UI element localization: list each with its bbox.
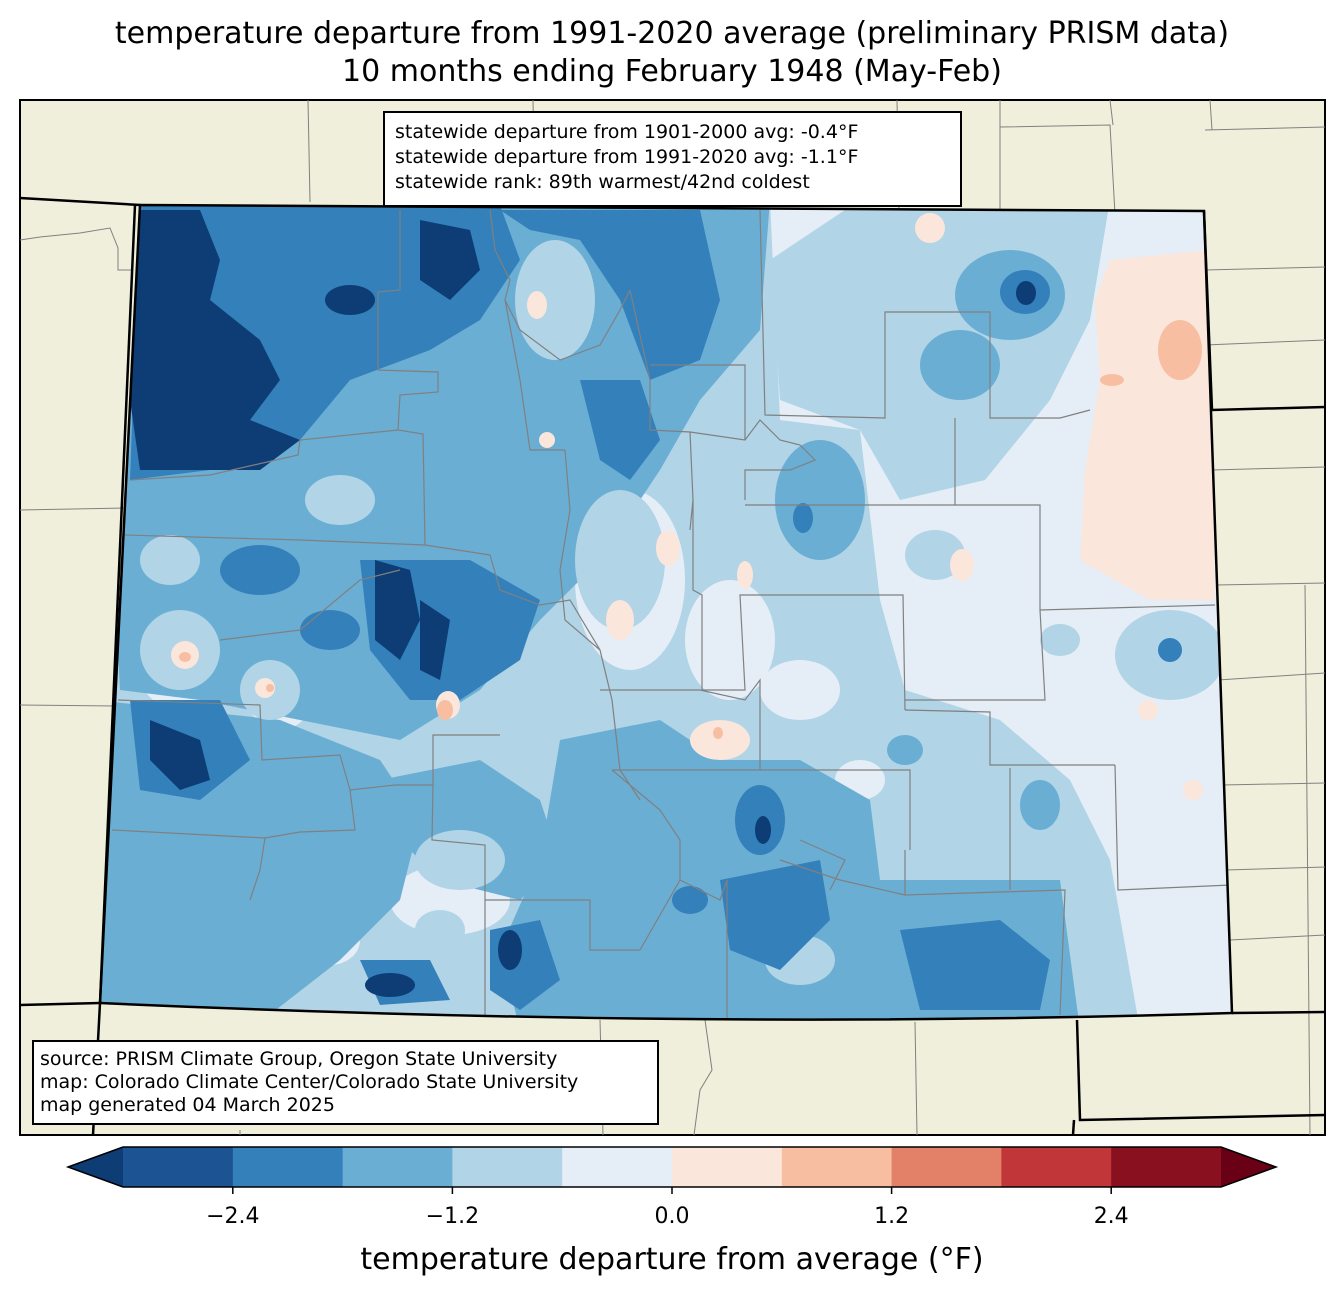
temperature-field <box>100 205 1232 1020</box>
colorbar-bin <box>781 1147 893 1187</box>
stat-departure-1991-2020: statewide departure from 1991-2020 avg: … <box>395 146 859 168</box>
colorbar-tick-label: 0.0 <box>654 1204 690 1229</box>
colorbar-tick-label: −2.4 <box>206 1204 260 1229</box>
map-title-line1: temperature departure from 1991-2020 ave… <box>114 16 1230 51</box>
colorbar-tick-label: −1.2 <box>425 1204 480 1229</box>
colorbar-bin <box>232 1147 344 1187</box>
colorbar-tick-label: 2.4 <box>1093 1204 1129 1229</box>
colorbar-bin <box>342 1147 453 1187</box>
statewide-stats-box: statewide departure from 1901-2000 avg: … <box>383 111 962 207</box>
colorbar-bin <box>1001 1147 1112 1187</box>
colorbar-bin <box>452 1147 563 1187</box>
colorbar-bin <box>891 1147 1002 1187</box>
map-title-line2: 10 months ending February 1948 (May-Feb) <box>342 54 1002 89</box>
map-credit-line: map: Colorado Climate Center/Colorado St… <box>40 1071 579 1093</box>
colorbar <box>65 1146 1279 1194</box>
colorbar-label: temperature departure from average (°F) <box>360 1242 984 1277</box>
colorbar-extend-high <box>1221 1147 1276 1187</box>
generated-date-line: map generated 04 March 2025 <box>40 1094 335 1116</box>
colorbar-bin <box>672 1147 783 1187</box>
colorbar-outline <box>65 1146 1279 1188</box>
source-box: source: PRISM Climate Group, Oregon Stat… <box>32 1040 659 1125</box>
stat-departure-1901-2000: statewide departure from 1901-2000 avg: … <box>395 121 859 143</box>
colorado-state-border <box>98 203 1234 1021</box>
colorbar-bin <box>1111 1147 1222 1187</box>
colorbar-extend-low <box>68 1147 123 1187</box>
colorbar-tick-label: 1.2 <box>874 1204 910 1229</box>
colorbar-bin <box>123 1147 234 1187</box>
stat-rank: statewide rank: 89th warmest/42nd coldes… <box>395 171 810 193</box>
colorbar-bin <box>562 1147 673 1187</box>
colorado-county-lines <box>111 209 1231 1020</box>
source-line: source: PRISM Climate Group, Oregon Stat… <box>40 1048 558 1070</box>
